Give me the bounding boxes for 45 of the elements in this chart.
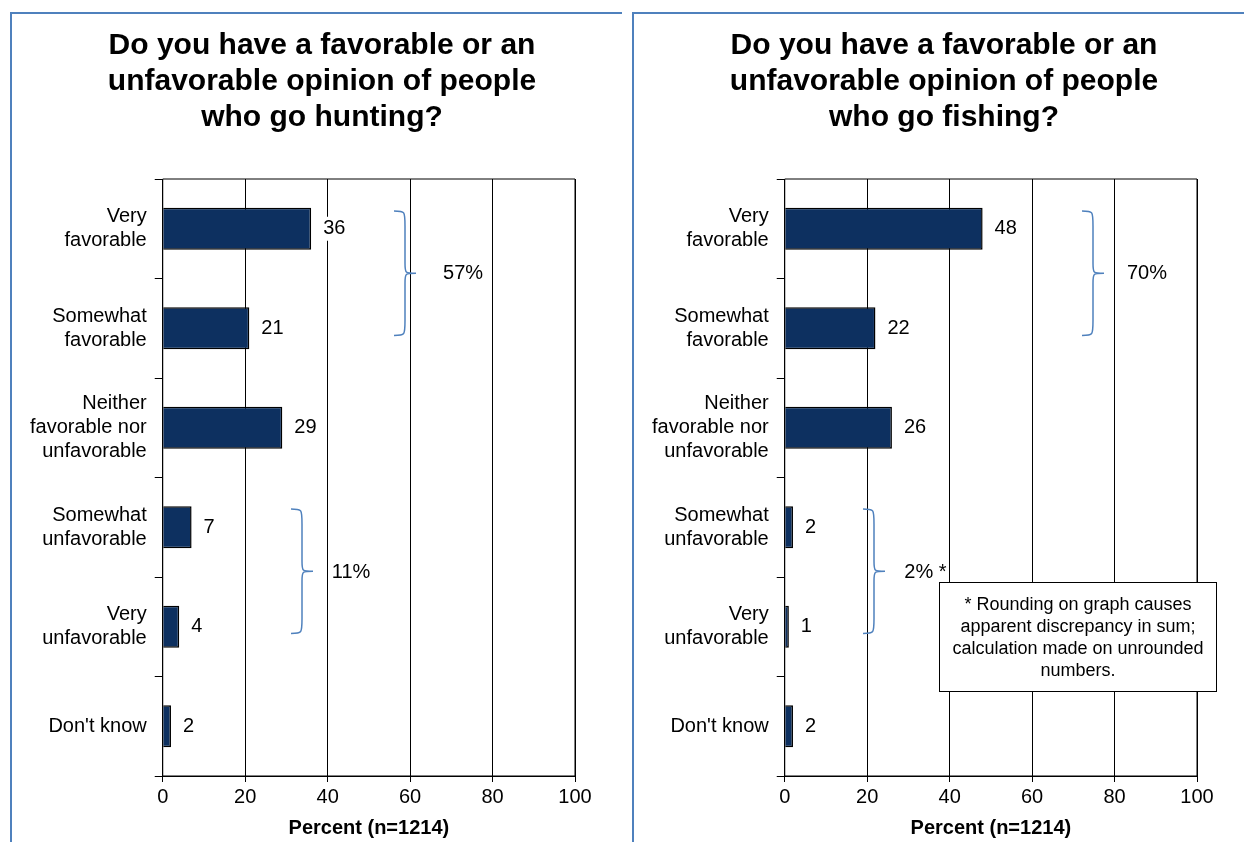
x-tick-label: 0 [779,784,791,807]
data-label: 21 [261,315,284,338]
y-tick-label: Don't know [48,713,148,736]
data-label: 26 [903,415,927,438]
data-label: 2 [804,514,817,537]
x-tick-label: 60 [398,784,422,807]
data-label: 4 [191,614,203,637]
y-tick-label: Somewhat favorable [674,303,770,350]
annotation: 57% [443,261,484,285]
y-tick-label: Somewhat unfavorable [664,502,770,549]
annotation: 11% [331,559,371,583]
annotation: * Rounding on graph causes apparent discrepancy in sum; calculation made on unrounded numbers. [939,582,1217,692]
x-tick-label: 0 [157,784,169,807]
y-tick-label: Neither favorable nor unfavorable [651,391,770,462]
data-label: 7 [203,514,215,537]
x-tick-label: 100 [1180,784,1214,807]
data-label: 48 [994,216,1017,239]
annotation: 2% * [904,559,947,583]
data-label: 36 [323,216,346,239]
data-label: 2 [804,713,817,736]
x-axis-title: Percent (n=1214) [288,815,450,838]
annotation: 70% [1126,261,1167,285]
data-label: 22 [887,315,910,338]
data-label: 2 [182,713,195,736]
x-tick-label: 20 [856,784,879,807]
y-tick-label: Neither favorable nor unfavorable [29,391,148,462]
chart-title: Do you have a favorable or an unfavorable opinion of people who go hunting? [106,26,538,134]
x-tick-label: 40 [316,784,339,807]
x-axis-title: Percent (n=1214) [910,815,1072,838]
x-tick-label: 60 [1020,784,1044,807]
y-tick-label: Very unfavorable [664,602,769,649]
data-label: 1 [800,614,812,637]
data-label: 29 [294,415,317,438]
y-tick-label: Very favorable [64,204,147,251]
y-tick-label: Somewhat favorable [52,303,148,350]
y-tick-label: Somewhat unfavorable [42,502,148,549]
x-tick-label: 20 [234,784,257,807]
y-tick-label: Very unfavorable [42,602,147,649]
x-tick-label: 80 [481,784,504,807]
y-tick-label: Very favorable [686,204,769,251]
x-tick-label: 80 [1103,784,1126,807]
chart-title: Do you have a favorable or an unfavorable opinion of people who go fishing? [728,26,1160,134]
y-tick-label: Don't know [670,713,770,736]
x-tick-label: 100 [558,784,592,807]
x-tick-label: 40 [938,784,961,807]
